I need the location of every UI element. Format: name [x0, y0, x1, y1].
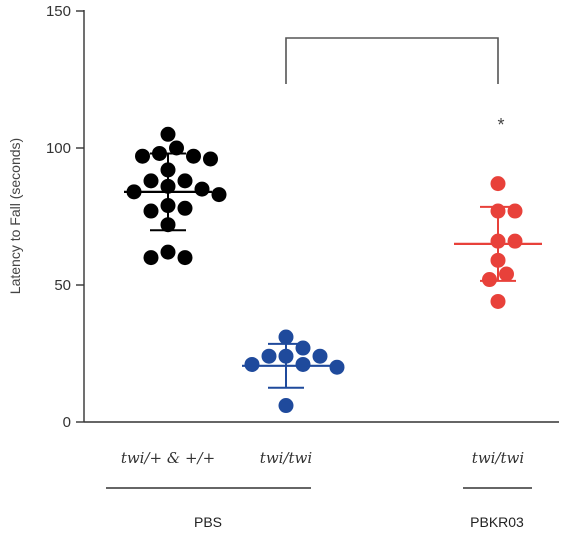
data-point — [177, 250, 193, 266]
data-point — [295, 356, 311, 372]
data-point — [211, 187, 227, 203]
data-point — [507, 203, 523, 219]
data-point — [186, 148, 201, 164]
data-point — [482, 272, 497, 288]
data-groups — [124, 126, 542, 414]
data-point — [261, 348, 277, 364]
data-point — [143, 250, 159, 266]
data-point — [312, 348, 328, 364]
group-label-3: twi/twi — [472, 449, 525, 467]
data-point — [160, 126, 176, 142]
group-2 — [242, 329, 345, 414]
y-tick-label: 100 — [46, 140, 71, 157]
group-3 — [454, 176, 542, 309]
data-point — [329, 359, 345, 375]
treatment-label-pbkr03: PBKR03 — [470, 514, 524, 530]
y-axis-label: Latency to Fall (seconds) — [7, 138, 23, 294]
data-point — [194, 181, 210, 197]
data-point — [177, 173, 193, 189]
data-point — [143, 203, 159, 219]
data-point — [160, 244, 176, 260]
data-point — [490, 293, 506, 309]
data-point — [278, 398, 294, 414]
group-1 — [124, 126, 227, 266]
y-ticks: 0 50 100 150 — [46, 3, 84, 431]
group-label-2: twi/twi — [260, 449, 313, 467]
y-tick-label: 150 — [46, 3, 71, 20]
group-label-1: twi/+ & +/+ — [121, 449, 215, 467]
data-point — [507, 233, 523, 249]
data-point — [499, 266, 514, 282]
data-point — [143, 173, 159, 189]
data-point — [169, 140, 184, 156]
data-point — [490, 176, 506, 192]
data-point — [244, 356, 260, 372]
y-tick-label: 0 — [63, 414, 71, 431]
data-point — [203, 151, 218, 167]
data-point — [135, 148, 150, 164]
data-point — [295, 340, 311, 356]
significance-bracket — [285, 37, 499, 84]
data-point — [177, 200, 193, 216]
data-point — [278, 329, 294, 345]
y-tick-label: 50 — [54, 277, 71, 294]
treatment-label-pbs: PBS — [194, 514, 222, 530]
significance-star: * — [497, 115, 504, 135]
